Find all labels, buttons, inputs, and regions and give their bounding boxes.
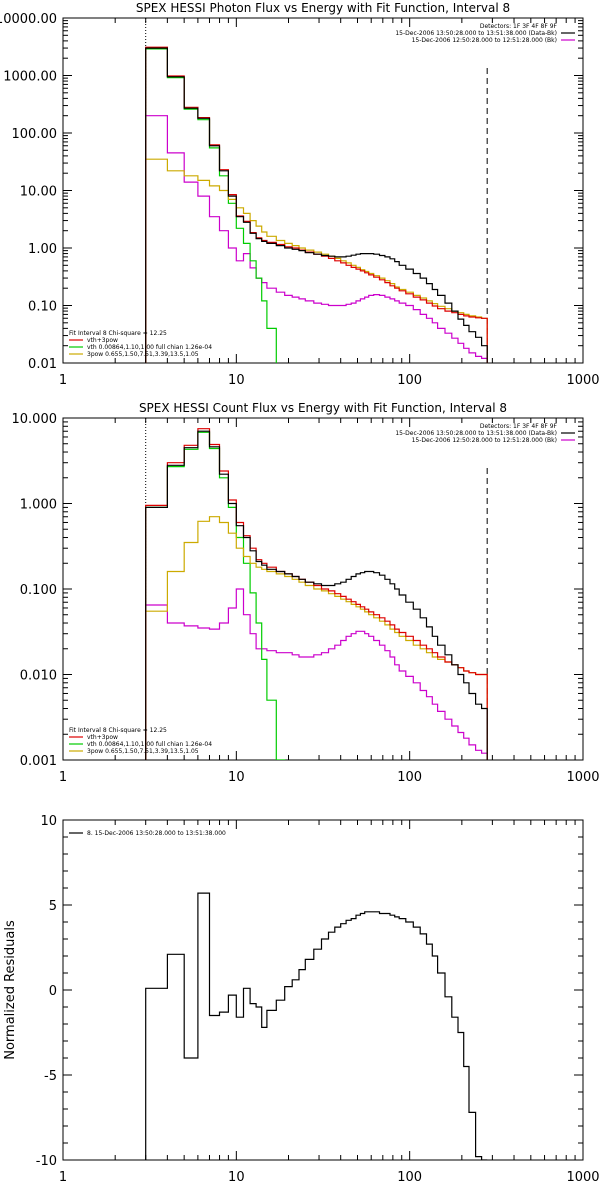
- legend-right-entry: 15-Dec-2006 12:50:28.000 to 12:51:28.000…: [412, 37, 557, 44]
- y-tick-label: 1000.00: [3, 70, 57, 85]
- y-tick-label: 1.00: [28, 242, 57, 257]
- legend-right-entry: Detectors: 1F 3F 4F 8F 9F: [480, 23, 558, 30]
- legend-left-entry: 3pow 0.655,1.50,7.51,3.39,13.5,1.05: [87, 351, 199, 358]
- y-tick-label: 5: [49, 899, 57, 914]
- legend-right-entry: 15-Dec-2006 12:50:28.000 to 12:51:28.000…: [412, 437, 557, 444]
- chart-title: SPEX HESSI Photon Flux vs Energy with Fi…: [136, 1, 510, 15]
- legend-left-entry: 8. 15-Dec-2006 13:50:28.000 to 13:51:38.…: [87, 830, 226, 837]
- y-tick-label: 0: [49, 984, 57, 999]
- y-tick-label: -10: [36, 1154, 57, 1169]
- y-tick-label: 10.00: [20, 185, 57, 200]
- legend-left-entry: vth+3pow: [87, 337, 118, 344]
- legend-left-entry: vth 0.00864,1.10,1.00 full chian 1.26e-0…: [87, 741, 212, 748]
- panel-2: SPEX HESSI Count Flux vs Energy with Fit…: [12, 401, 600, 785]
- series-data-bk: [145, 47, 488, 363]
- legend-left-entry: Fit Interval 8 Chi-square = 12.25: [69, 330, 167, 337]
- axes-box: [62, 819, 584, 1161]
- x-tick-label: 10: [228, 770, 245, 785]
- x-tick-label: 1: [59, 1170, 67, 1185]
- legend-left-entry: Fit Interval 8 Chi-square = 12.25: [69, 727, 167, 734]
- y-tick-label: 0.010: [20, 669, 57, 684]
- series-bk: [145, 588, 488, 760]
- y-tick-label: 0.100: [20, 583, 57, 598]
- x-tick-label: 100: [397, 1170, 422, 1185]
- series-8-15-dec-2006-13-50-28-000-to-13-51-38-000: [145, 892, 488, 1160]
- legend-right-entry: 15-Dec-2006 13:50:28.000 to 13:51:38.000…: [395, 430, 557, 437]
- series-data-bk: [145, 430, 488, 760]
- y-tick-label: 10000.00: [0, 12, 57, 27]
- x-tick-label: 1000: [566, 770, 599, 785]
- y-tick-label: 10: [40, 814, 57, 829]
- x-tick-label: 10: [228, 373, 245, 388]
- series-3pow: [145, 516, 488, 760]
- y-tick-label: 100.00: [12, 127, 58, 142]
- x-tick-label: 1000: [566, 373, 599, 388]
- legend-left-entry: vth 0.00864,1.10,1.00 full chian 1.26e-0…: [87, 344, 212, 351]
- x-tick-label: 100: [397, 770, 422, 785]
- legend-left-entry: vth+3pow: [87, 734, 118, 741]
- y-tick-label: -5: [44, 1069, 57, 1084]
- series-vth-3pow: [145, 46, 488, 363]
- legend-right-entry: Detectors: 1F 3F 4F 8F 9F: [480, 423, 558, 430]
- panel-1: SPEX HESSI Photon Flux vs Energy with Fi…: [0, 1, 600, 388]
- x-tick-label: 100: [397, 373, 422, 388]
- x-tick-label: 1000: [566, 1170, 599, 1185]
- y-tick-label: 0.01: [28, 357, 57, 372]
- x-tick-label: 10: [228, 1170, 245, 1185]
- series-vth-3pow: [145, 428, 488, 760]
- y-tick-label: 0.10: [28, 300, 57, 315]
- y-tick-label: 0.001: [20, 754, 57, 769]
- series-vth: [145, 48, 488, 363]
- series-bk: [145, 115, 488, 363]
- chart-title: SPEX HESSI Count Flux vs Energy with Fit…: [139, 401, 507, 415]
- y-axis-label: Normalized Residuals: [3, 920, 18, 1060]
- legend-left-entry: 3pow 0.655,1.50,7.51,3.39,13.5,1.05: [87, 748, 199, 755]
- series-3pow: [145, 158, 488, 363]
- y-tick-label: 1.000: [20, 498, 57, 513]
- x-tick-label: 1: [59, 373, 67, 388]
- y-tick-label: 10.000: [12, 412, 58, 427]
- x-tick-label: 1: [59, 770, 67, 785]
- axes-box: [62, 17, 584, 364]
- series-vth: [145, 431, 488, 760]
- panel-3: 1 10 100 1000 -10 -5 0 5 10 Normalized Residuals 8…: [3, 814, 600, 1185]
- legend-right-entry: 15-Dec-2006 13:50:28.000 to 13:51:38.000…: [395, 30, 557, 37]
